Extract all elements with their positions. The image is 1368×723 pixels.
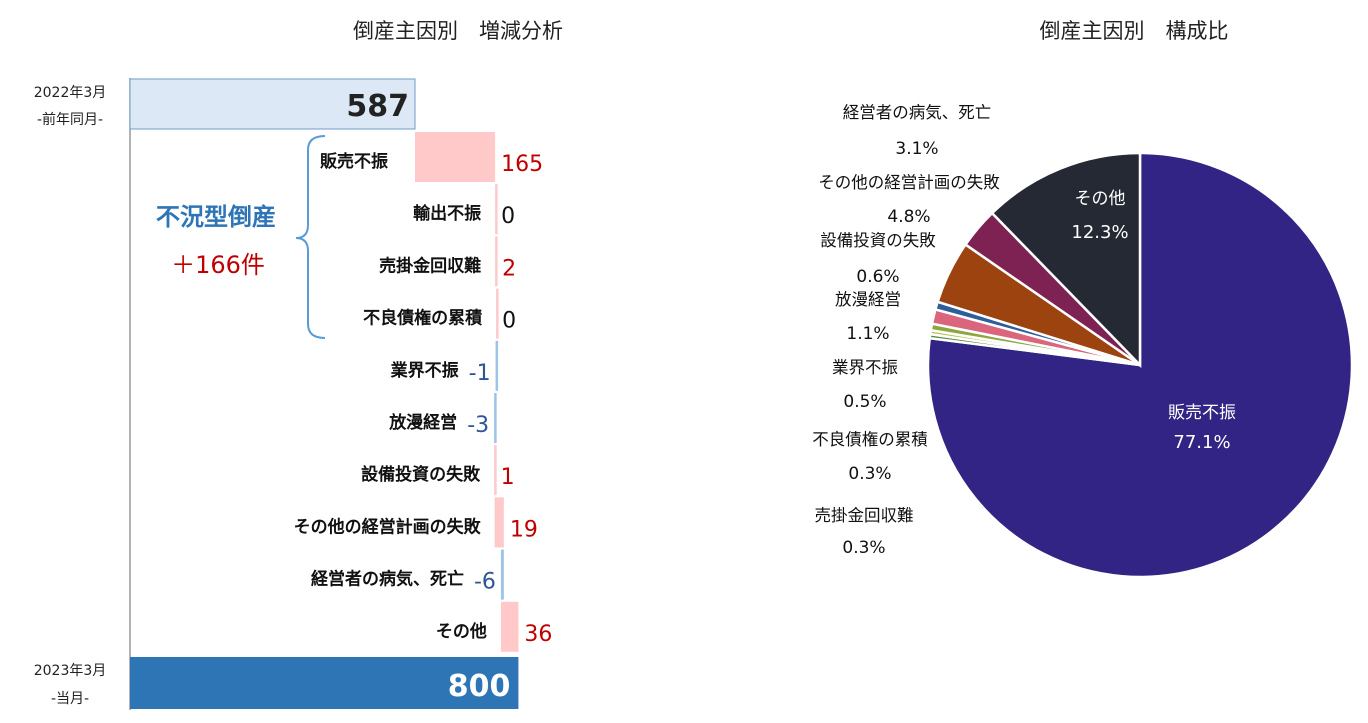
waterfall-step-bar <box>495 340 499 391</box>
end-period-sublabel: -当月- <box>51 691 89 707</box>
end-total-bar <box>130 657 519 709</box>
pie-labels: 販売不振 77.1% 売掛金回収難 0.3% 不良債権の累積 0.3% 業界不振 0.5% 放漫… <box>812 103 1236 558</box>
waterfall-step-label: 業界不振 <box>391 360 459 381</box>
waterfall-step-value: 0 <box>501 204 515 229</box>
waterfall-step-label: 放漫経営 <box>388 412 457 433</box>
waterfall-step-value: -6 <box>474 570 496 595</box>
start-period-sublabel: -前年同月- <box>37 111 103 128</box>
waterfall-step-label: その他 <box>436 621 487 642</box>
waterfall-step-value: -3 <box>467 413 489 438</box>
waterfall-step-bar <box>415 132 496 182</box>
waterfall-step-bar <box>500 601 519 652</box>
waterfall-step-value: 1 <box>501 465 515 490</box>
pie-slice <box>926 151 1354 579</box>
pie-slice-label: 経営者の病気、死亡 <box>843 103 992 122</box>
pie-slice-label: 売掛金回収難 <box>815 506 914 525</box>
waterfall-step-value: -1 <box>469 361 491 386</box>
end-period-label: 2023年3月 <box>34 663 107 679</box>
waterfall-step-value: 36 <box>524 622 552 647</box>
start-total-value: 587 <box>346 89 409 124</box>
group-annotation-value: ＋166件 <box>171 251 265 279</box>
group-annotation-title: 不況型倒産 <box>156 203 276 231</box>
waterfall-step-bar <box>494 497 504 548</box>
waterfall-step-bar <box>495 236 498 287</box>
waterfall-step-value: 2 <box>502 256 516 281</box>
start-period-label: 2022年3月 <box>34 85 107 101</box>
waterfall-title: 倒産主因別 増減分析 <box>353 19 563 43</box>
waterfall-step-bar <box>494 393 497 443</box>
pie-slice <box>990 151 1142 369</box>
pie-slice-label: 不良債権の累積 <box>812 430 928 449</box>
waterfall-step-bar <box>500 549 504 600</box>
pie-slice-percent: 0.5% <box>843 392 886 412</box>
pie-slice-label: 設備投資の失敗 <box>820 231 936 250</box>
pie-slice-percent: 0.3% <box>848 464 891 484</box>
pie-slice-percent: 0.3% <box>842 538 885 558</box>
pie-slice-label: 放漫経営 <box>835 290 901 309</box>
waterfall-step-label: 販売不振 <box>320 151 388 172</box>
waterfall-step-value: 19 <box>510 517 538 542</box>
waterfall-step-bar <box>494 445 497 496</box>
waterfall-step-bar <box>496 288 499 339</box>
start-total-bar <box>129 78 416 130</box>
waterfall-step-label: 設備投資の失敗 <box>361 464 481 485</box>
pie-slice-label: その他の経営計画の失敗 <box>818 173 1000 192</box>
waterfall-step-bar <box>495 184 498 235</box>
pie-slice-label: その他 <box>1075 189 1126 209</box>
end-total-value: 800 <box>448 669 511 704</box>
pie-slices <box>926 151 1354 579</box>
pie-title: 倒産主因別 構成比 <box>1040 19 1229 43</box>
waterfall-steps: 販売不振 165 輸出不振 0 売掛金回収難 2 不良債権の累積 0 -1 業界不振 -3 放漫経営設… <box>294 132 552 652</box>
pie-slice-label: 販売不振 <box>1168 403 1236 423</box>
pie-chart: 倒産主因別 構成比 販売不振 77.1% 売掛金回収難 0.3% 不良債権の累積 0.3%… <box>812 19 1354 579</box>
pie-slice-percent: 1.1% <box>846 324 889 344</box>
waterfall-chart: 倒産主因別 増減分析 2022年3月 -前年同月- 2023年3月 -当月- 5… <box>34 19 563 710</box>
pie-slice-percent: 0.6% <box>856 267 899 287</box>
waterfall-step-value: 165 <box>501 152 543 177</box>
waterfall-step-label: 売掛金回収難 <box>379 255 481 276</box>
pie-slice-percent: 3.1% <box>895 139 938 159</box>
waterfall-step-label: 輸出不振 <box>413 203 481 224</box>
group-brace <box>295 135 326 339</box>
pie-slice-percent: 77.1% <box>1173 432 1230 453</box>
pie-slice-percent: 12.3% <box>1071 222 1128 243</box>
pie-slice-percent: 4.8% <box>887 207 930 227</box>
waterfall-step-label: その他の経営計画の失敗 <box>294 516 482 537</box>
pie-slice-label: 業界不振 <box>832 358 898 377</box>
waterfall-step-label: 不良債権の累積 <box>363 308 483 329</box>
waterfall-step-value: 0 <box>502 309 516 334</box>
waterfall-step-label: 経営者の病気、死亡 <box>311 569 464 590</box>
